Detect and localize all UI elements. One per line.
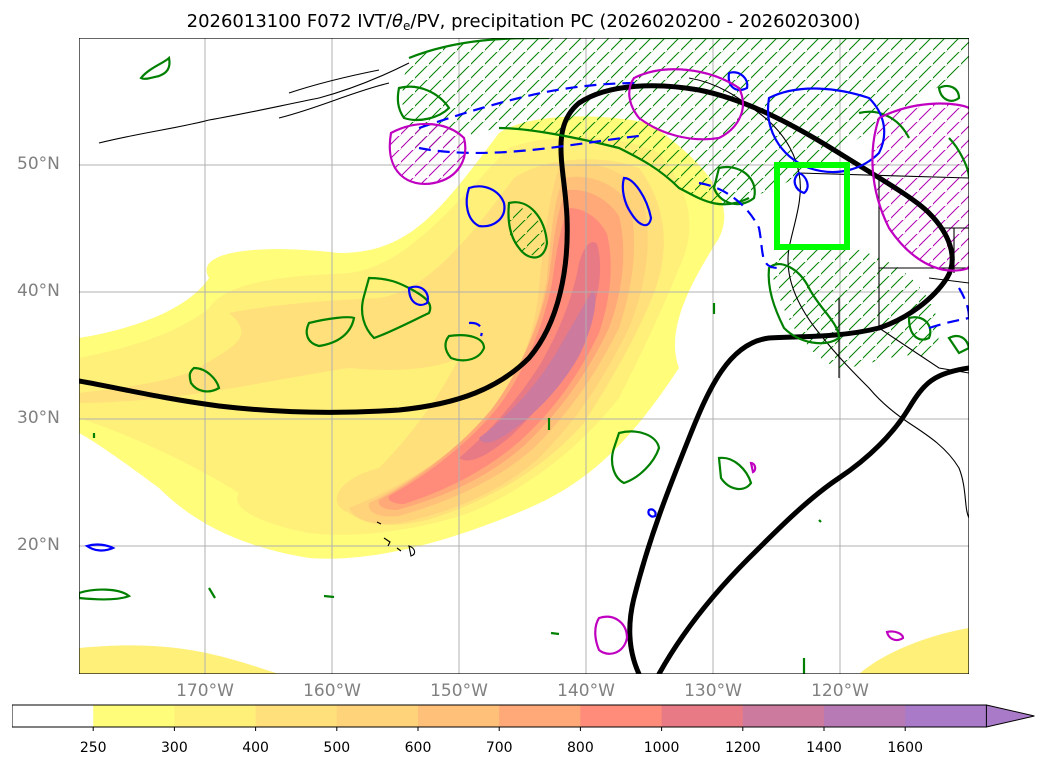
colorbar-label: 1600 [887, 740, 924, 756]
colorbar-label: 400 [242, 740, 269, 756]
colorbar-label: 250 [79, 740, 107, 756]
colorbar-segment [661, 705, 744, 727]
pv-contours [388, 68, 969, 655]
lon-label-120w: 120°W [811, 681, 869, 701]
lat-label-50n: 50°N [17, 154, 60, 174]
colorbar-segment [742, 705, 825, 727]
colorbar-segment [580, 705, 663, 727]
colorbar-extend-arrow [985, 704, 1035, 728]
colorbar-segment [418, 705, 500, 727]
colorbar-segment [12, 705, 94, 727]
lat-label-30n: 30°N [17, 408, 60, 428]
precip-negative-contours [84, 71, 969, 552]
colorbar-label: 1200 [724, 740, 761, 756]
ivt-shading [79, 116, 969, 674]
lon-label-160w: 160°W [303, 681, 361, 701]
colorbar-segment [905, 705, 987, 727]
lon-label-140w: 140°W [557, 681, 615, 701]
colorbar-segment [174, 705, 257, 727]
colorbar-label: 600 [404, 740, 432, 756]
lon-label-130w: 130°W [684, 681, 742, 701]
colorbar-label: 1000 [643, 740, 680, 756]
colorbar-segment [255, 705, 338, 727]
zero-contour [79, 83, 969, 674]
colorbar-segment [336, 705, 419, 727]
colorbar [12, 704, 1035, 731]
highlight-box [774, 162, 850, 250]
map-title: 2026013100 F072 IVT/θe/PV, precipitation… [186, 11, 861, 33]
colorbar-label: 1400 [806, 740, 842, 756]
colorbar-segment [93, 705, 175, 727]
colorbar-segment [824, 705, 906, 727]
lon-label-150w: 150°W [430, 681, 488, 701]
colorbar-label: 700 [485, 740, 513, 756]
colorbar-label: 500 [323, 740, 351, 756]
map-plot-area[interactable] [79, 38, 969, 674]
lat-label-20n: 20°N [17, 535, 60, 555]
lon-label-170w: 170°W [176, 681, 234, 701]
colorbar-label: 800 [567, 740, 594, 756]
lat-label-40n: 40°N [17, 281, 60, 301]
colorbar-label: 300 [161, 740, 188, 756]
colorbar-segment [499, 705, 581, 727]
